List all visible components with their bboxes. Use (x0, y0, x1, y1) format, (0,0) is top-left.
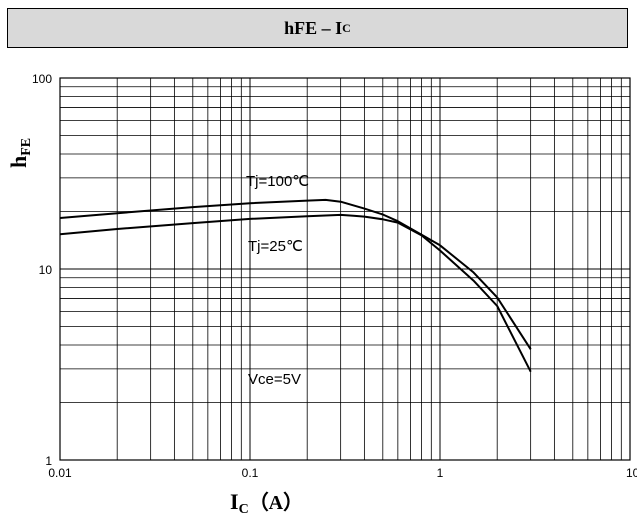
y-axis-label-main: h (6, 156, 31, 168)
annotation-tj100: Tj=100℃ (246, 173, 309, 190)
y-tick-label: 10 (39, 263, 53, 277)
x-axis-label-unit: （A） (249, 491, 303, 514)
grid (60, 78, 630, 460)
x-axis-label-sub: C (239, 502, 249, 517)
chart-title-main: hFE – I (284, 17, 343, 38)
x-tick-label: 10 (626, 466, 637, 480)
x-tick-label: 1 (437, 466, 444, 480)
series-group (59, 198, 532, 373)
chart-title-subscript: C (342, 20, 351, 35)
x-axis-label-main: I (230, 489, 239, 514)
y-axis-label-sub: FE (19, 138, 34, 156)
y-axis-label: hFE (6, 138, 34, 168)
x-tick-label: 0.01 (48, 466, 72, 480)
y-tick-label: 100 (32, 72, 52, 86)
x-tick-labels: 0.01 0.1 1 10 (48, 466, 637, 480)
plot-frame (59, 77, 631, 461)
annotation-tj25: Tj=25℃ (248, 238, 303, 255)
y-tick-label: 1 (45, 454, 52, 468)
series-line-tj100 (59, 198, 532, 350)
x-tick-label: 0.1 (242, 466, 259, 480)
y-tick-labels: 1 10 100 (32, 72, 52, 468)
series-line-tj25 (59, 213, 532, 373)
annotation-vce: Vce=5V (248, 371, 301, 388)
x-axis-label: IC（A） (230, 489, 303, 517)
